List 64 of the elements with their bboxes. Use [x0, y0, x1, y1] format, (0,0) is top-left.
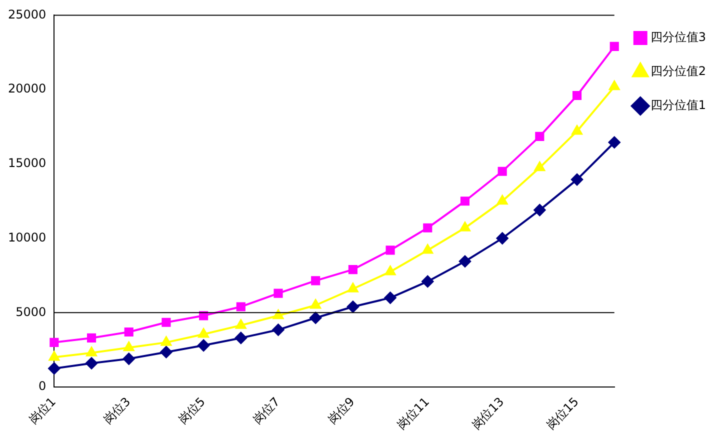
point: [160, 346, 172, 358]
y-tick-label: 0: [38, 379, 46, 394]
x-tick-label: 岗位1: [26, 394, 59, 427]
point: [86, 333, 96, 342]
point: [160, 336, 172, 346]
point: [198, 328, 209, 338]
point: [534, 162, 546, 172]
point: [124, 327, 134, 337]
point: [571, 174, 584, 186]
x-tick-label: 岗位13: [468, 394, 507, 432]
point: [458, 255, 471, 268]
point: [122, 352, 135, 365]
y-tick-label: 20000: [8, 82, 46, 96]
point: [346, 300, 359, 313]
point: [272, 324, 284, 336]
point: [498, 166, 507, 176]
legend-label: 四分位值1: [650, 98, 706, 112]
point: [534, 204, 546, 216]
point: [423, 223, 432, 232]
x-tick-label: 岗位5: [176, 394, 208, 427]
legend-label: 四分位值3: [650, 30, 706, 44]
y-tick-label: 25000: [8, 7, 46, 22]
point: [311, 276, 320, 286]
point: [422, 275, 434, 288]
y-tick-label: 10000: [8, 230, 46, 244]
point: [48, 362, 60, 374]
point: [274, 288, 283, 298]
point: [384, 266, 396, 276]
point: [348, 265, 358, 274]
point: [496, 195, 508, 205]
x-tick-label: 岗位9: [325, 394, 358, 427]
x-tick-label: 岗位15: [544, 394, 582, 432]
point: [460, 196, 470, 206]
point: [162, 318, 171, 327]
point: [48, 351, 60, 361]
x-tick-label: 岗位3: [100, 394, 134, 427]
point: [236, 319, 246, 329]
point: [86, 357, 98, 370]
point: [234, 332, 247, 344]
legend-label: 四分位值2: [650, 64, 706, 78]
x-tick-label: 岗位7: [250, 394, 283, 427]
point: [348, 282, 358, 292]
point: [384, 292, 396, 304]
point: [608, 136, 620, 148]
point: [310, 312, 322, 324]
point: [496, 232, 508, 244]
point: [572, 90, 582, 100]
point: [124, 342, 134, 352]
point: [535, 132, 544, 141]
x-tick-label: 岗位11: [394, 394, 432, 432]
point: [609, 80, 620, 90]
point: [86, 346, 97, 356]
point: [386, 246, 395, 255]
y-tick-label: 5000: [16, 304, 46, 319]
point: [610, 42, 619, 51]
y-tick-label: 15000: [8, 156, 46, 170]
point: [310, 299, 321, 309]
point: [272, 310, 284, 320]
point: [236, 302, 246, 312]
point: [460, 222, 470, 232]
point: [422, 244, 433, 254]
point: [50, 338, 59, 347]
point: [572, 125, 582, 135]
point: [198, 339, 210, 352]
